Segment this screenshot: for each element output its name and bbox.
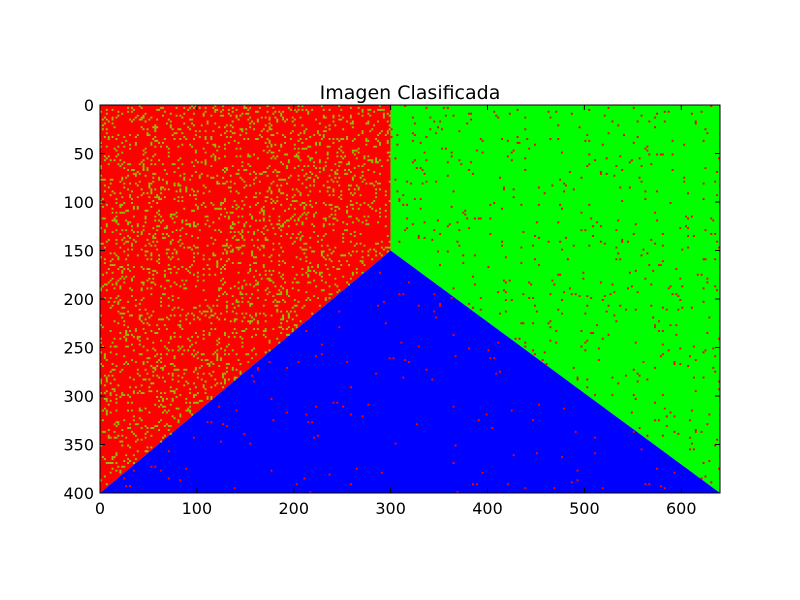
region-1 (390, 105, 720, 493)
region-2 (100, 250, 720, 493)
y-tick-label: 250 (63, 339, 94, 358)
y-tick-label: 300 (63, 387, 94, 406)
x-tick-label: 100 (182, 499, 213, 518)
y-tick-label: 150 (63, 242, 94, 261)
x-axis: 0 100 200 300 400 500 600 (95, 105, 697, 518)
x-tick-label: 400 (472, 499, 503, 518)
region-0-noise (100, 105, 391, 486)
y-tick-label: 100 (63, 193, 94, 212)
y-axis: 0 50 100 150 200 250 300 350 400 (63, 96, 720, 503)
y-tick-label: 200 (63, 290, 94, 309)
region-0 (100, 105, 391, 493)
y-tick-label: 350 (63, 436, 94, 455)
plot-area (99, 104, 721, 494)
y-tick-label: 0 (84, 96, 94, 115)
x-tick-label: 300 (375, 499, 406, 518)
image-noise (100, 105, 720, 493)
x-tick-label: 500 (569, 499, 600, 518)
y-tick-label: 400 (63, 484, 94, 503)
x-tick-label: 200 (278, 499, 309, 518)
chart-title: Imagen Clasificada (320, 82, 501, 104)
y-tick-label: 50 (74, 145, 94, 164)
x-tick-label: 600 (666, 499, 697, 518)
x-tick-label: 0 (95, 499, 105, 518)
image-regions (100, 105, 720, 493)
